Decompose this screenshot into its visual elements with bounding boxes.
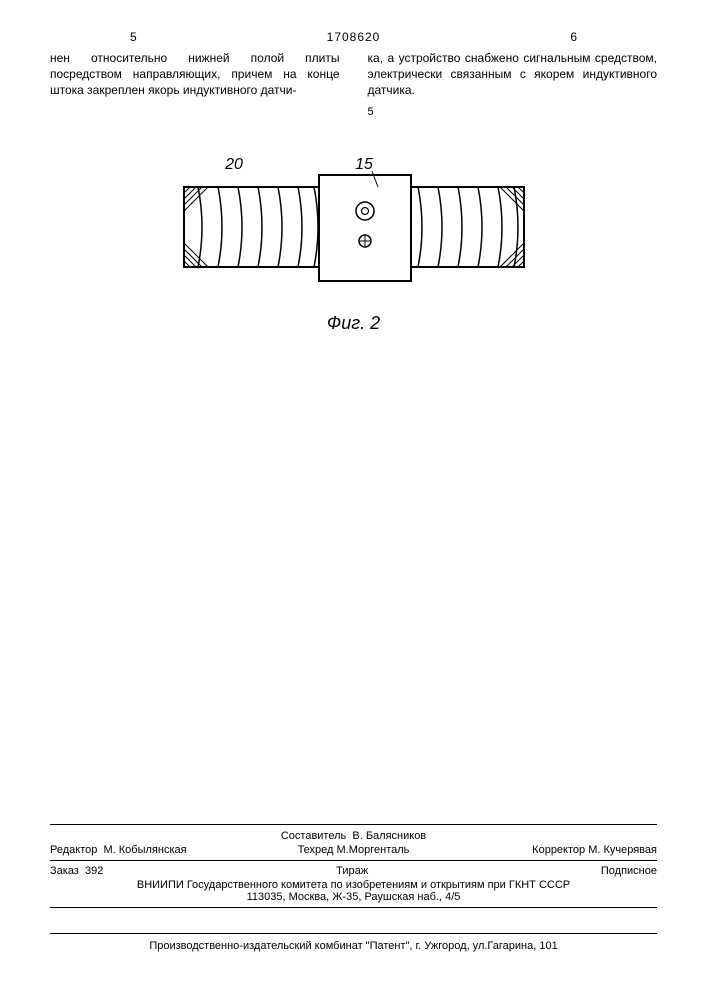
order-number: 392: [85, 865, 103, 877]
compiler-name: В. Балясников: [352, 830, 426, 842]
figure-area: 2015: [50, 147, 657, 307]
editor-label: Редактор: [50, 844, 97, 856]
signed-label: Подписное: [601, 865, 657, 877]
right-column-number: 6: [380, 30, 657, 44]
header-row: 5 1708620 6: [50, 30, 657, 44]
body-right-text: ка, а устройство снабжено сигнальным сре…: [368, 51, 658, 97]
footer-credits: Редактор М. Кобылянская Техред М.Моргент…: [50, 844, 657, 856]
imprint-line: Производственно-издательский комбинат "П…: [50, 933, 657, 952]
tech-label: Техред: [298, 844, 334, 856]
corrector-name: М. Кучерявая: [588, 844, 657, 856]
figure-caption: Фиг. 2: [50, 313, 657, 334]
corrector-label: Корректор: [532, 844, 585, 856]
footer-print-info: Заказ 392 Тираж Подписное: [50, 865, 657, 877]
footer-compiler: Составитель В. Балясников: [50, 827, 657, 842]
tech-name: М.Моргенталь: [337, 844, 410, 856]
order-label: Заказ: [50, 865, 79, 877]
tirazh-label: Тираж: [103, 865, 601, 877]
page: 5 1708620 6 нен относительно нижней поло…: [0, 0, 707, 1000]
body-right-column: ка, а устройство снабжено сигнальным сре…: [368, 50, 658, 119]
editor-name: М. Кобылянская: [103, 844, 186, 856]
compiler-label: Составитель: [281, 830, 346, 842]
document-number: 1708620: [327, 30, 381, 44]
figure-svg: 2015: [174, 147, 534, 307]
svg-text:20: 20: [224, 156, 243, 173]
footer-org: ВНИИПИ Государственного комитета по изоб…: [50, 879, 657, 903]
body-columns: нен относительно нижней полой плиты поср…: [50, 50, 657, 119]
svg-text:15: 15: [355, 156, 373, 173]
body-left-column: нен относительно нижней полой плиты поср…: [50, 50, 340, 119]
org-line-2: 113035, Москва, Ж-35, Раушская наб., 4/5: [247, 891, 461, 903]
org-line-1: ВНИИПИ Государственного комитета по изоб…: [137, 879, 570, 891]
left-column-number: 5: [50, 30, 327, 44]
footer-block: Составитель В. Балясников Редактор М. Ко…: [50, 824, 657, 912]
body-trailing-mark: 5: [368, 105, 658, 120]
